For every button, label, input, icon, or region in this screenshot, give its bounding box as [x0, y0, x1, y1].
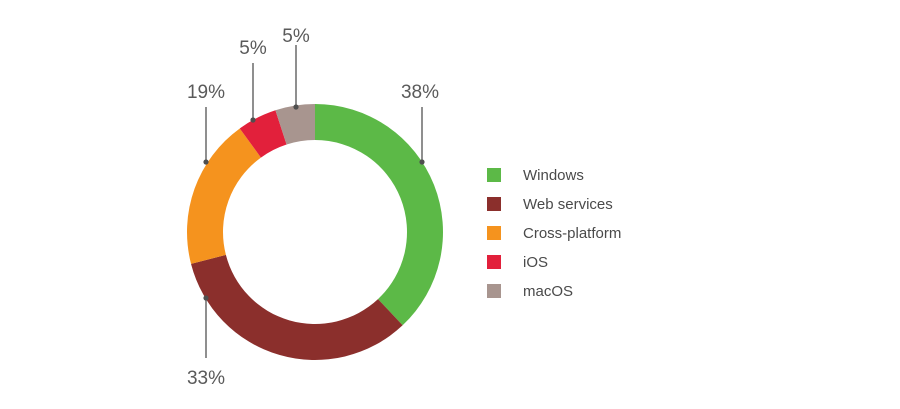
leader-dot: [419, 159, 425, 165]
legend-swatch: [487, 284, 501, 298]
legend-item: iOS: [487, 254, 548, 271]
legend-item: Windows: [487, 167, 584, 184]
legend-label: macOS: [523, 283, 573, 300]
leader-dot: [293, 104, 299, 110]
leader-lines: [203, 45, 425, 358]
legend-item: macOS: [487, 283, 573, 300]
percent-label: 5%: [239, 38, 267, 59]
legend-label: Windows: [523, 167, 584, 184]
slice-macos: [275, 104, 315, 145]
legend-label: iOS: [523, 254, 548, 271]
legend: Windows Web services Cross-platform iOS macO…: [487, 167, 621, 300]
legend-label: Web services: [523, 196, 613, 213]
leader-dot: [250, 117, 256, 123]
slice-cross-platform: [187, 128, 261, 264]
percent-label: 5%: [282, 26, 310, 47]
percent-label: 19%: [187, 82, 225, 103]
legend-swatch: [487, 168, 501, 182]
slice-windows: [315, 104, 443, 326]
legend-item: Cross-platform: [487, 225, 621, 242]
legend-label: Cross-platform: [523, 225, 621, 242]
legend-item: Web services: [487, 196, 613, 213]
slices-layer: [187, 104, 443, 360]
legend-swatch: [487, 226, 501, 240]
leader-dot: [203, 159, 209, 165]
leader-dot: [203, 295, 209, 301]
legend-swatch: [487, 255, 501, 269]
percent-labels: 38% 33% 19% 5% 5%: [187, 26, 439, 389]
percent-label: 38%: [401, 82, 439, 103]
percent-label: 33%: [187, 368, 225, 389]
slice-web-services: [191, 254, 403, 360]
legend-swatch: [487, 197, 501, 211]
